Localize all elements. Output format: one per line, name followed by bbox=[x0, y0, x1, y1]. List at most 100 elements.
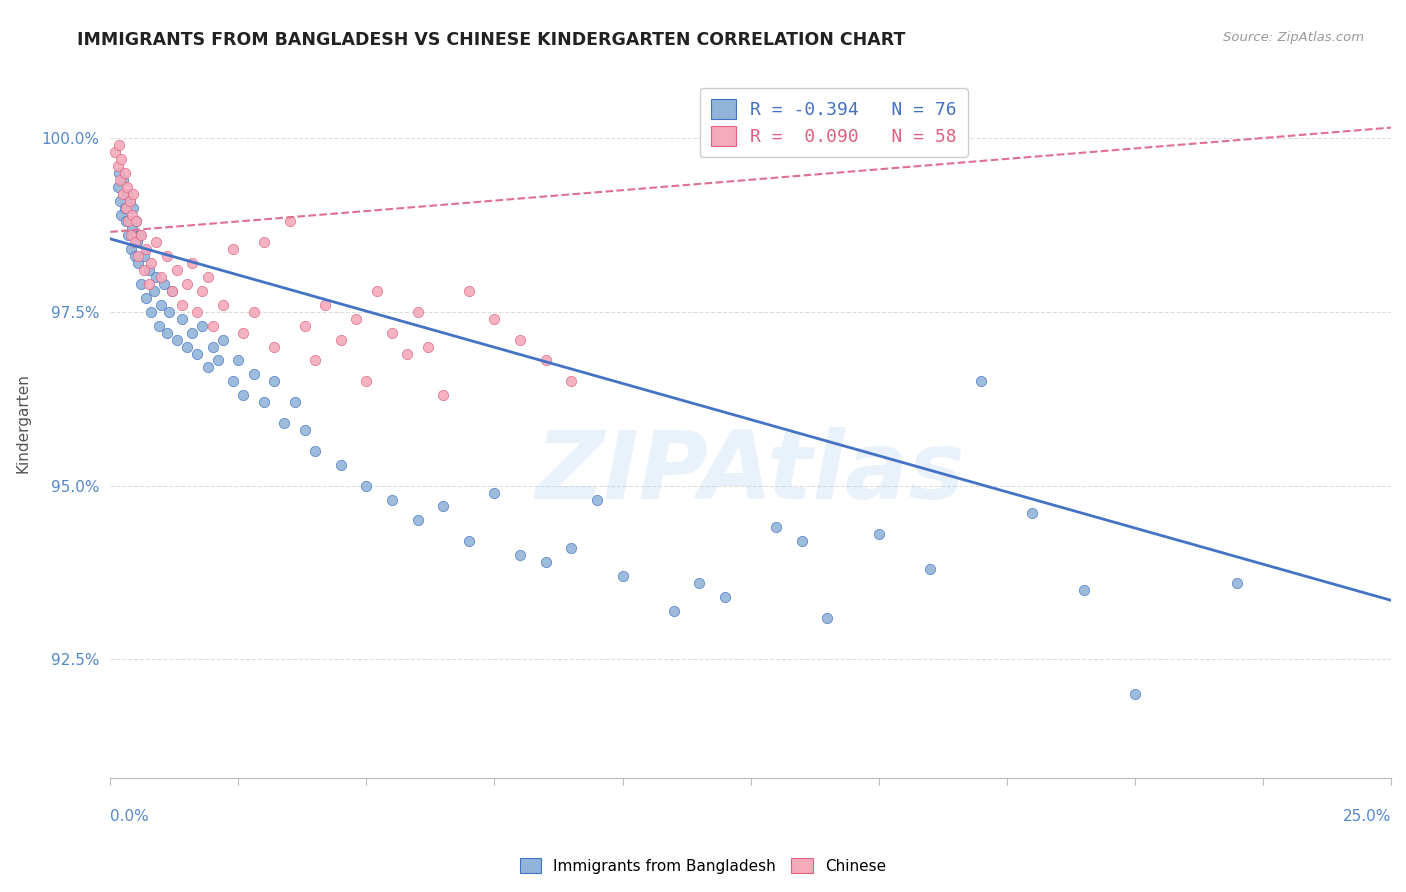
Point bbox=[124, 235, 146, 250]
Y-axis label: Kindergarten: Kindergarten bbox=[15, 373, 30, 473]
Point bbox=[122, 186, 145, 201]
Point bbox=[112, 173, 135, 187]
Point bbox=[242, 368, 264, 382]
Point bbox=[817, 610, 839, 624]
Point bbox=[688, 576, 710, 591]
Point bbox=[145, 270, 167, 285]
Point bbox=[1226, 576, 1249, 591]
Point bbox=[790, 534, 813, 549]
Point bbox=[110, 194, 132, 208]
Point bbox=[135, 291, 157, 305]
Point bbox=[1123, 687, 1146, 701]
Point bbox=[148, 318, 170, 333]
Point bbox=[232, 326, 254, 340]
Point bbox=[612, 569, 634, 583]
Point bbox=[117, 228, 139, 243]
Text: 25.0%: 25.0% bbox=[1343, 809, 1391, 824]
Legend: R = -0.394   N = 76, R =  0.090   N = 58: R = -0.394 N = 76, R = 0.090 N = 58 bbox=[700, 88, 967, 157]
Point bbox=[344, 311, 367, 326]
Point bbox=[186, 346, 208, 360]
Point bbox=[484, 485, 506, 500]
Point bbox=[304, 443, 326, 458]
Point bbox=[329, 333, 352, 347]
Point bbox=[1073, 582, 1095, 597]
Point bbox=[121, 221, 143, 235]
Point bbox=[201, 318, 224, 333]
Text: ZIPAtlas: ZIPAtlas bbox=[536, 426, 966, 518]
Point bbox=[263, 375, 285, 389]
Point bbox=[125, 214, 148, 228]
Point bbox=[273, 416, 295, 430]
Point bbox=[142, 284, 165, 298]
Point bbox=[560, 541, 582, 556]
Point bbox=[122, 201, 145, 215]
Point bbox=[160, 284, 183, 298]
Point bbox=[406, 513, 429, 527]
Point bbox=[127, 256, 149, 270]
Point bbox=[107, 179, 129, 194]
Point bbox=[232, 388, 254, 402]
Point bbox=[120, 228, 142, 243]
Point bbox=[127, 249, 149, 263]
Point bbox=[197, 270, 219, 285]
Point bbox=[457, 284, 479, 298]
Point bbox=[416, 340, 439, 354]
Point bbox=[150, 298, 173, 312]
Point bbox=[396, 346, 419, 360]
Point bbox=[560, 375, 582, 389]
Point bbox=[108, 138, 131, 153]
Point bbox=[138, 263, 160, 277]
Point bbox=[155, 249, 177, 263]
Point bbox=[121, 207, 143, 221]
Point bbox=[115, 179, 138, 194]
Point bbox=[509, 548, 531, 562]
Point bbox=[242, 305, 264, 319]
Point bbox=[125, 235, 148, 250]
Point bbox=[145, 235, 167, 250]
Point bbox=[714, 590, 737, 604]
Point bbox=[294, 318, 316, 333]
Point bbox=[366, 284, 388, 298]
Point bbox=[110, 152, 132, 166]
Point bbox=[114, 214, 136, 228]
Point bbox=[329, 458, 352, 472]
Point bbox=[153, 277, 176, 291]
Point bbox=[125, 214, 148, 228]
Point bbox=[181, 256, 204, 270]
Point bbox=[170, 298, 193, 312]
Point bbox=[207, 353, 229, 368]
Point bbox=[129, 228, 152, 243]
Point bbox=[118, 194, 141, 208]
Point bbox=[181, 326, 204, 340]
Point bbox=[176, 340, 198, 354]
Point bbox=[432, 388, 454, 402]
Point bbox=[406, 305, 429, 319]
Point bbox=[253, 395, 276, 409]
Point bbox=[765, 520, 787, 534]
Point bbox=[112, 186, 135, 201]
Point bbox=[201, 340, 224, 354]
Point bbox=[586, 492, 609, 507]
Point bbox=[197, 360, 219, 375]
Text: IMMIGRANTS FROM BANGLADESH VS CHINESE KINDERGARTEN CORRELATION CHART: IMMIGRANTS FROM BANGLADESH VS CHINESE KI… bbox=[77, 31, 905, 49]
Text: Source: ZipAtlas.com: Source: ZipAtlas.com bbox=[1223, 31, 1364, 45]
Point bbox=[141, 305, 163, 319]
Point bbox=[104, 145, 127, 159]
Point bbox=[278, 214, 301, 228]
Point bbox=[110, 173, 132, 187]
Point bbox=[176, 277, 198, 291]
Point bbox=[129, 228, 152, 243]
Point bbox=[155, 326, 177, 340]
Point bbox=[534, 555, 557, 569]
Point bbox=[457, 534, 479, 549]
Point bbox=[509, 333, 531, 347]
Point bbox=[117, 214, 139, 228]
Point bbox=[212, 333, 235, 347]
Point bbox=[868, 527, 890, 541]
Point bbox=[304, 353, 326, 368]
Point bbox=[294, 423, 316, 437]
Point bbox=[170, 311, 193, 326]
Point bbox=[129, 277, 152, 291]
Point bbox=[166, 333, 188, 347]
Point bbox=[484, 311, 506, 326]
